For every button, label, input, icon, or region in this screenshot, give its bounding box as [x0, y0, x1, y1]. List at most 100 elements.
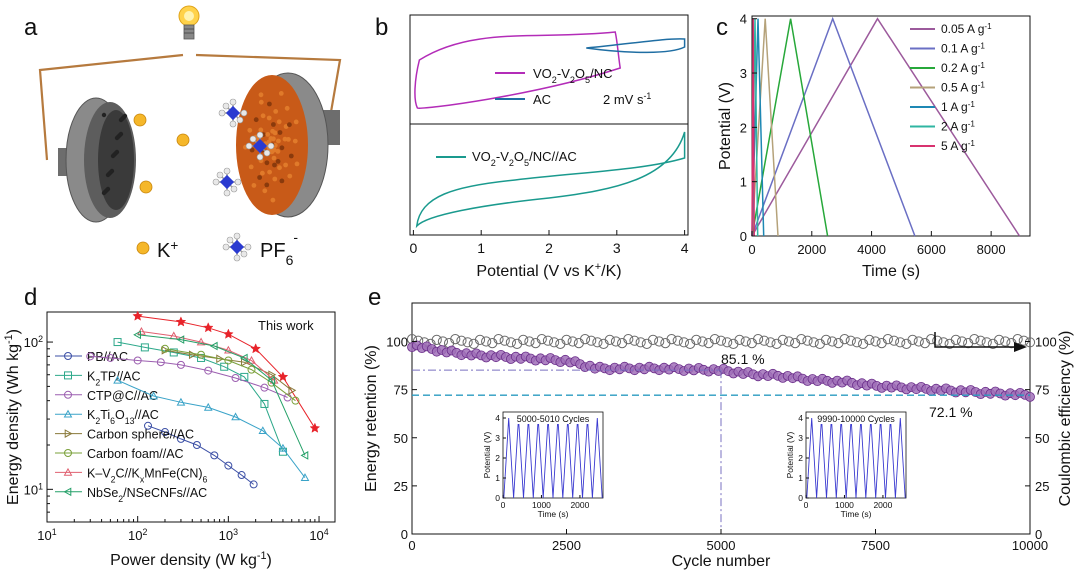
fluorine-atom [240, 109, 248, 117]
x-tick-label: 104 [309, 527, 328, 543]
fluorine-atom [263, 149, 271, 157]
text-part: MnFe(CN) [144, 466, 202, 480]
ce-data-point [851, 337, 863, 348]
data-point [260, 383, 269, 392]
cathode-grain [262, 188, 268, 194]
ce-data-point [895, 337, 906, 348]
inset-x-tick-label: 2000 [570, 500, 589, 510]
text-part: 10 [219, 528, 233, 543]
fluorine-atom [244, 243, 252, 251]
text-part: /NSeCNFs//AC [123, 486, 207, 500]
data-point [160, 344, 169, 353]
panel-label-c: c [716, 14, 728, 41]
legend-marker [63, 467, 73, 476]
subscript: 13 [125, 416, 135, 426]
y-right-tick-label: 25 [1035, 479, 1049, 494]
ce-data-point [932, 335, 943, 346]
text-part: ) [267, 552, 272, 569]
text-part: /NC//AC [529, 149, 577, 164]
fluorine-atom [226, 236, 234, 244]
superscript: 1 [38, 481, 43, 491]
x-tick-label: 4000 [857, 242, 886, 257]
legend-marker [64, 449, 72, 457]
inset-title-bg [818, 413, 894, 424]
ce-data-point [913, 336, 924, 347]
data-point [220, 362, 229, 371]
data-point [149, 391, 158, 400]
data-point [300, 451, 309, 460]
text-part: PF [260, 240, 286, 262]
ce-arrow-head [1014, 342, 1027, 352]
cathode-grain [277, 130, 283, 135]
plot-frame [46, 311, 336, 523]
pf6-anion-icon [222, 232, 252, 262]
text-part: K [87, 408, 96, 422]
y-axis-label: Energy retention (%) [363, 345, 380, 492]
data-point [160, 428, 169, 437]
series-line-3 [90, 355, 288, 398]
inset-y-axis-label: Potential (V) [785, 431, 795, 478]
legend-marker [64, 429, 73, 438]
data-point [258, 426, 268, 435]
ce-data-point [592, 337, 603, 348]
ce-data-point [524, 336, 535, 347]
x-tick-label: 8000 [977, 242, 1006, 257]
ce-data-point [796, 334, 807, 345]
data-point [224, 345, 233, 354]
text-part: -V [496, 149, 509, 164]
data-point [224, 461, 233, 470]
legend-label: 5 A g-1 [941, 139, 975, 154]
ce-data-point [783, 336, 795, 347]
ce-data-point [647, 334, 659, 345]
ce-data-point [499, 335, 510, 346]
cathode-grain [247, 127, 253, 133]
cathode-grain [272, 162, 277, 168]
light-bulb-icon [178, 5, 200, 40]
data-point [231, 374, 240, 383]
fluorine-atom [249, 135, 257, 143]
ce-data-point [845, 335, 856, 346]
data-point [175, 316, 187, 327]
legend-label: K–V2C//KxMnFe(CN)6 [87, 466, 208, 484]
ce-data-point [839, 334, 850, 345]
text-part: 10 [24, 482, 38, 497]
inset-title: 9990-10000 Cycles [817, 414, 895, 424]
inset-x-tick-label: 1000 [532, 500, 551, 510]
ce-data-point [672, 335, 683, 346]
ce-data-point [864, 334, 875, 345]
subscript: 2 [552, 75, 557, 85]
cathode-grain [264, 160, 270, 166]
ce-data-point [505, 337, 516, 348]
text-part: AC [533, 92, 551, 107]
subscript: 6 [286, 252, 294, 268]
inset-y-tick-label: 3 [495, 433, 500, 443]
cathode-grain [294, 161, 300, 167]
fluorine-atom [233, 232, 241, 240]
data-point [224, 356, 233, 365]
ce-data-point [777, 334, 788, 345]
data-point [288, 386, 297, 395]
anode-particle [114, 135, 120, 141]
text-part: //AC [135, 408, 159, 422]
cathode-grain [279, 145, 285, 151]
ce-data-point [493, 334, 504, 345]
y-right-tick-label: 100 [1035, 335, 1057, 350]
cathode-grain [258, 92, 264, 98]
ce-arrow-line [934, 332, 1015, 348]
panel-label-a: a [24, 14, 38, 41]
x-tick-label: 4 [681, 240, 689, 256]
data-point [278, 443, 288, 452]
potassium-ion-icon [136, 241, 150, 255]
text-part: 10 [128, 528, 142, 543]
inset-frame [502, 411, 604, 499]
y-right-axis-label: Coulombic efficiency (%) [1057, 331, 1074, 507]
text-part: K [87, 369, 96, 383]
ce-data-point [481, 336, 492, 347]
data-point [176, 360, 185, 369]
data-point [176, 397, 186, 406]
k-ion-label: K+ [157, 238, 178, 263]
x-tick-label: 2000 [797, 242, 826, 257]
cathode-grain [276, 119, 282, 125]
inset-gcd-line [806, 417, 906, 499]
